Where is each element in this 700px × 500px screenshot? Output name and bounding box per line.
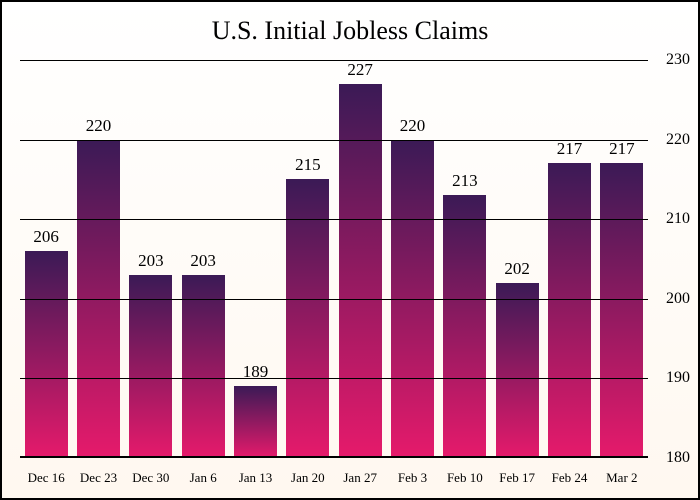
xtick-label: Jan 6	[190, 470, 217, 486]
bar-value-label: 203	[129, 251, 172, 275]
bar	[129, 275, 172, 458]
bar-slot: 189	[234, 386, 277, 458]
xtick-label: Dec 30	[132, 470, 169, 486]
bar-slot: 213	[443, 195, 486, 458]
bar-slot: 217	[548, 163, 591, 458]
bar-value-label: 189	[234, 362, 277, 386]
bar-slot: 217	[600, 163, 643, 458]
gridline	[20, 60, 648, 61]
bar	[25, 251, 68, 458]
bar-slot: 203	[182, 275, 225, 458]
bar-value-label: 217	[548, 139, 591, 163]
bar	[600, 163, 643, 458]
bar-value-label: 206	[25, 227, 68, 251]
xtick-label: Feb 24	[552, 470, 588, 486]
xtick-label: Dec 16	[28, 470, 65, 486]
bars-layer: 206220203203189215227220213202217217	[20, 60, 648, 458]
xtick-label: Jan 20	[291, 470, 325, 486]
plot-area: 206220203203189215227220213202217217	[20, 60, 648, 458]
xtick-label: Feb 10	[447, 470, 483, 486]
chart-title: U.S. Initial Jobless Claims	[2, 2, 698, 46]
gridline	[20, 219, 648, 220]
bar-slot: 203	[129, 275, 172, 458]
bar-value-label: 215	[286, 155, 329, 179]
ytick-label: 180	[666, 449, 690, 467]
bar-value-label: 213	[443, 171, 486, 195]
ytick-label: 230	[666, 51, 690, 69]
bar	[443, 195, 486, 458]
xtick-label: Mar 2	[606, 470, 637, 486]
bar-value-label: 217	[600, 139, 643, 163]
bar-value-label: 203	[182, 251, 225, 275]
bar-value-label: 227	[339, 60, 382, 84]
xtick-label: Jan 13	[239, 470, 273, 486]
ytick-label: 190	[666, 369, 690, 387]
bar-value-label: 220	[77, 116, 120, 140]
bar-slot: 206	[25, 251, 68, 458]
gridline	[20, 299, 648, 300]
gridline	[20, 140, 648, 141]
xtick-label: Dec 23	[80, 470, 117, 486]
bar	[496, 283, 539, 458]
ytick-label: 220	[666, 131, 690, 149]
xtick-label: Feb 17	[499, 470, 535, 486]
bar	[182, 275, 225, 458]
bar-value-label: 202	[496, 259, 539, 283]
bar	[234, 386, 277, 458]
chart-container: U.S. Initial Jobless Claims 206220203203…	[0, 0, 700, 500]
x-axis-baseline	[20, 456, 648, 458]
bar-slot: 202	[496, 283, 539, 458]
ytick-label: 210	[666, 210, 690, 228]
bar-value-label: 220	[391, 116, 434, 140]
gridline	[20, 378, 648, 379]
bar	[286, 179, 329, 458]
bar	[548, 163, 591, 458]
xtick-label: Jan 27	[343, 470, 377, 486]
ytick-label: 200	[666, 290, 690, 308]
xtick-label: Feb 3	[398, 470, 427, 486]
bar-slot: 215	[286, 179, 329, 458]
